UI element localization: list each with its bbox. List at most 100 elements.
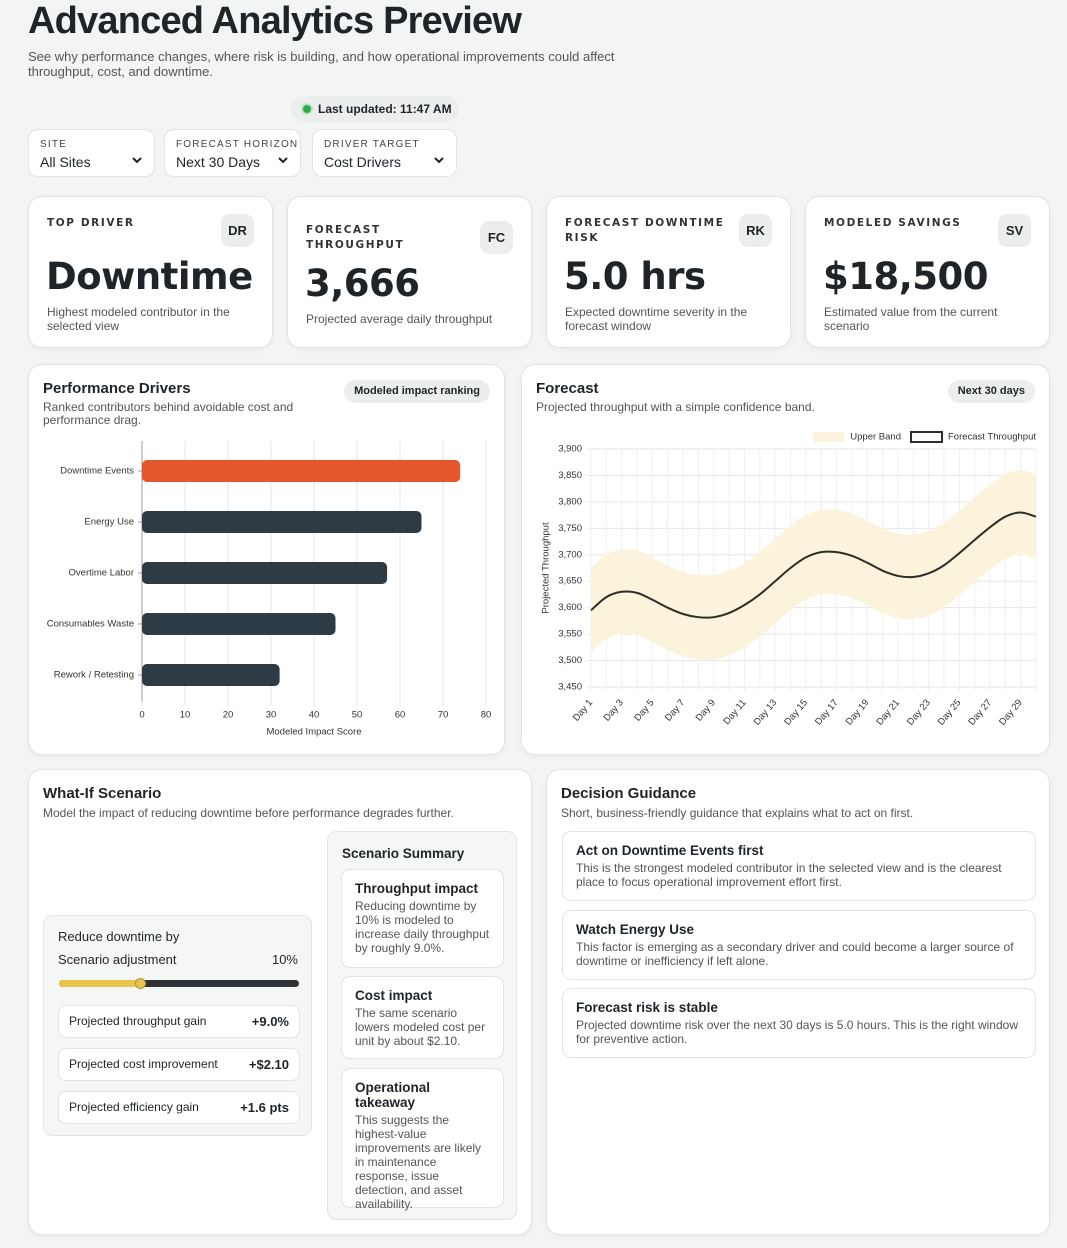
bar bbox=[142, 460, 461, 482]
guidance-item: Forecast risk is stable Projected downtim… bbox=[562, 988, 1036, 1058]
kpi-value: $18,500 bbox=[823, 255, 989, 298]
summary-item-title: Throughput impact bbox=[355, 881, 478, 896]
filter-select[interactable]: DRIVER TARGET Cost Drivers bbox=[312, 129, 457, 177]
summary-item: Cost impact The same scenario lowers mode… bbox=[341, 976, 504, 1059]
y-tick-label: 3,850 bbox=[558, 470, 582, 481]
forecast-line bbox=[590, 511, 1037, 619]
x-tick-label: Day 27 bbox=[966, 697, 994, 727]
summary-title: Scenario Summary bbox=[342, 846, 465, 861]
y-tick-label: 3,600 bbox=[558, 602, 582, 613]
x-tick-label: Day 29 bbox=[997, 697, 1025, 727]
x-tick-label: 80 bbox=[481, 710, 492, 721]
x-tick-label: 60 bbox=[395, 710, 406, 721]
last-updated-text: Last updated: 11:47 AM bbox=[318, 102, 452, 116]
x-tick-label: Day 15 bbox=[782, 697, 810, 727]
bar bbox=[142, 664, 280, 686]
y-tick-label: Energy Use bbox=[84, 517, 134, 528]
chevron bbox=[278, 157, 288, 164]
filter-value: Cost Drivers bbox=[324, 154, 402, 170]
x-tick-label: Day 7 bbox=[663, 697, 687, 723]
status-dot bbox=[301, 103, 313, 115]
filter-value: All Sites bbox=[40, 154, 91, 170]
slider-value: 10% bbox=[271, 952, 298, 967]
x-tick-label: 10 bbox=[180, 710, 191, 721]
forecast-card: Forecast Projected throughput with a sim… bbox=[521, 364, 1050, 755]
x-tick-label: Day 1 bbox=[571, 697, 595, 723]
guidance-item-title: Act on Downtime Events first bbox=[576, 843, 764, 858]
x-axis-title: Modeled Impact Score bbox=[266, 727, 361, 738]
filter-select[interactable]: FORECAST HORIZON Next 30 Days bbox=[164, 129, 301, 177]
y-axis-title: Projected Throughput bbox=[541, 522, 552, 614]
chevron bbox=[132, 157, 142, 164]
result-label: Projected efficiency gain bbox=[69, 1100, 199, 1114]
filter-label: DRIVER TARGET bbox=[324, 139, 420, 150]
drivers-card: Performance Drivers Ranked contributors … bbox=[28, 364, 505, 755]
bar bbox=[142, 613, 336, 635]
bar bbox=[142, 511, 422, 533]
kpi-card: FORECAST THROUGHPUT FC 3,666 Projected aver… bbox=[287, 196, 532, 348]
kpi-note: Projected average daily throughput bbox=[306, 312, 493, 326]
guidance-item: Watch Energy Use This factor is emerging … bbox=[562, 909, 1036, 980]
kpi-card: FORECAST DOWNTIME RISK RK 5.0 hrs Expected … bbox=[546, 196, 791, 348]
y-tick-label: Downtime Events bbox=[60, 466, 134, 477]
summary-item-title: Cost impact bbox=[355, 988, 433, 1003]
kpi-note: Estimated value from the current scenari… bbox=[824, 305, 998, 333]
kpi-label: MODELED SAVINGS bbox=[824, 217, 962, 229]
card-title: Decision Guidance bbox=[561, 785, 697, 802]
bar bbox=[142, 562, 388, 584]
x-tick-label: Day 23 bbox=[905, 697, 933, 727]
y-tick-label: Rework / Retesting bbox=[54, 670, 134, 681]
chevron-path bbox=[434, 157, 444, 164]
legend-swatch bbox=[813, 432, 845, 442]
y-tick-label: Consumables Waste bbox=[47, 619, 134, 630]
slider-track[interactable] bbox=[59, 978, 299, 989]
kpi-note: Highest modeled contributor in the selec… bbox=[47, 305, 230, 333]
result-value: +9.0% bbox=[251, 1014, 289, 1029]
result-value: +1.6 pts bbox=[240, 1100, 289, 1115]
x-tick-label: Day 25 bbox=[936, 697, 964, 727]
x-tick-label: Day 9 bbox=[694, 697, 718, 723]
guidance-item-text: Projected downtime risk over the next 30… bbox=[576, 1018, 1018, 1046]
legend-label: Forecast Throughput bbox=[948, 432, 1036, 443]
result-value: +$2.10 bbox=[248, 1057, 289, 1072]
slider-fill bbox=[59, 980, 141, 987]
filter-label: FORECAST HORIZON bbox=[176, 139, 299, 150]
kpi-card: MODELED SAVINGS SV $18,500 Estimated value … bbox=[805, 196, 1050, 348]
x-tick-label: Day 5 bbox=[632, 697, 656, 723]
card-subtitle: Short, business-friendly guidance that e… bbox=[561, 806, 914, 820]
summary-item: Throughput impact Reducing downtime by 10… bbox=[341, 869, 504, 968]
guidance-item: Act on Downtime Events first This is the … bbox=[562, 831, 1036, 901]
kpi-card: TOP DRIVER DR Downtime Highest modeled cont… bbox=[28, 196, 273, 348]
control-label: Reduce downtime by bbox=[58, 929, 180, 944]
kpi-badge: FC bbox=[480, 221, 513, 254]
x-tick-label: 70 bbox=[438, 710, 449, 721]
scenario-control: Reduce downtime by Scenario adjustment 1… bbox=[43, 915, 312, 1136]
result-label: Projected throughput gain bbox=[69, 1014, 207, 1028]
x-tick-label: 0 bbox=[139, 710, 144, 721]
chevron-path bbox=[278, 157, 288, 164]
y-tick-label: 3,750 bbox=[558, 523, 582, 534]
x-tick-label: Day 19 bbox=[844, 697, 872, 727]
guidance-item-title: Forecast risk is stable bbox=[576, 1000, 718, 1015]
card-badge: Modeled impact ranking bbox=[344, 380, 490, 403]
page-subtitle: See why performance changes, where risk … bbox=[28, 49, 615, 79]
legend-swatch bbox=[909, 431, 943, 443]
summary-item-text: Reducing downtime by 10% is modeled to i… bbox=[355, 899, 490, 955]
filter-select[interactable]: SITE All Sites bbox=[28, 129, 155, 177]
summary-item-title: Operational takeaway bbox=[355, 1080, 431, 1110]
scenario-summary: Scenario Summary Throughput impact Reduci… bbox=[327, 831, 517, 1220]
x-tick-label: Day 13 bbox=[752, 697, 780, 727]
guidance-item-text: This factor is emerging as a secondary d… bbox=[576, 939, 1014, 968]
y-tick-label: 3,550 bbox=[558, 629, 582, 640]
slider-label: Scenario adjustment bbox=[58, 952, 177, 967]
kpi-label: FORECAST THROUGHPUT bbox=[306, 224, 405, 251]
chevron-path bbox=[132, 157, 142, 164]
legend-label: Upper Band bbox=[850, 432, 901, 443]
result-row: Projected cost improvement +$2.10 bbox=[58, 1048, 300, 1081]
card-title: What-If Scenario bbox=[43, 785, 162, 802]
y-tick-label: 3,900 bbox=[558, 444, 582, 455]
y-tick-label: Overtime Labor bbox=[69, 568, 134, 579]
slider-knob[interactable] bbox=[135, 978, 146, 989]
result-label: Projected cost improvement bbox=[69, 1057, 218, 1071]
